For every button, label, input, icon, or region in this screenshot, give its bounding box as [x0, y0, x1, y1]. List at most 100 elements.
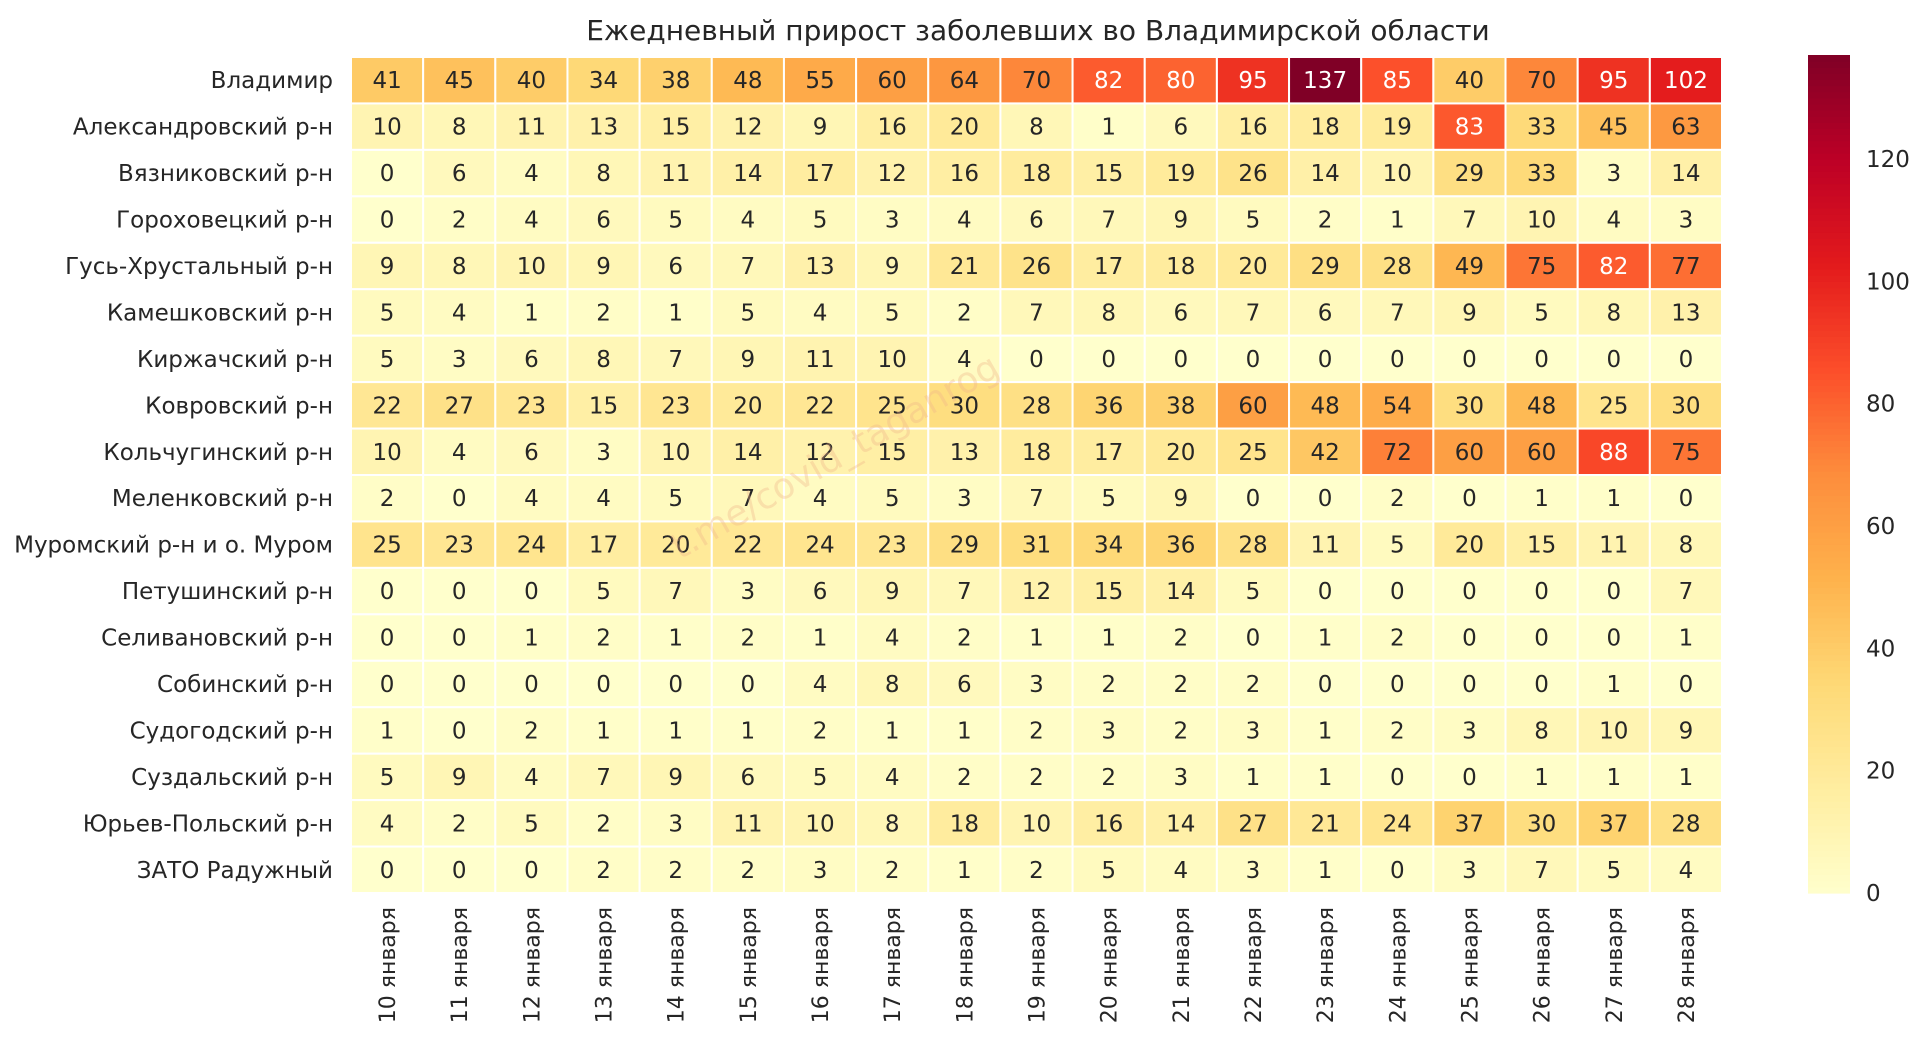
heatmap-cell: [1215, 381, 1291, 430]
cell-value-label: 7: [1462, 208, 1477, 234]
cell-value-label: 1: [957, 718, 972, 744]
cell-value-label: 13: [950, 440, 979, 466]
colorbar-segment: [1808, 342, 1850, 350]
cell-value-label: 7: [596, 765, 611, 791]
heatmap-cell: [999, 148, 1074, 198]
heatmap-cell: [566, 195, 641, 244]
cell-value-label: 4: [1606, 208, 1621, 234]
cell-value-label: 48: [733, 68, 762, 94]
cell-value-label: 2: [741, 858, 756, 884]
colorbar-segment: [1808, 140, 1850, 148]
cell-value-label: 13: [589, 115, 618, 141]
cell-value-label: 3: [813, 858, 828, 884]
heatmap-cell: [494, 381, 569, 430]
heatmap-cell: [1576, 613, 1651, 662]
colorbar-segment: [1808, 532, 1850, 539]
cell-value-label: 1: [1606, 672, 1621, 698]
cell-value-label: 30: [1671, 393, 1700, 419]
heatmap-cell: [999, 427, 1074, 476]
cell-value-label: 40: [517, 68, 546, 94]
cell-value-label: 8: [452, 115, 467, 141]
cell-value-label: 5: [668, 486, 683, 512]
row-label: Владимир: [211, 68, 333, 94]
colorbar-segment: [1808, 678, 1850, 686]
cell-value-label: 10: [372, 440, 401, 466]
heatmap-cell: [1071, 706, 1146, 755]
colorbar-segment: [1808, 574, 1850, 582]
cell-value-label: 12: [805, 440, 834, 466]
cell-value-label: 1: [1606, 486, 1621, 512]
heatmap-cell: [638, 799, 713, 848]
colorbar-segment: [1808, 220, 1850, 227]
cell-value-label: 21: [1310, 811, 1339, 837]
colorbar-segment: [1808, 97, 1850, 105]
colorbar-segment: [1808, 464, 1850, 472]
row-label: Собинский р-н: [157, 672, 333, 698]
cell-value-label: 11: [1599, 533, 1628, 559]
cell-value-label: 4: [813, 486, 828, 512]
colorbar-segment: [1808, 171, 1850, 178]
row-label: Вязниковский р-н: [118, 161, 333, 187]
colorbar-segment: [1808, 152, 1850, 160]
colorbar-segment: [1808, 764, 1850, 772]
cell-value-label: 37: [1455, 811, 1484, 837]
heatmap-cell: [422, 659, 497, 709]
cell-value-label: 10: [372, 115, 401, 141]
cell-value-label: 3: [452, 347, 467, 373]
cell-value-label: 0: [1390, 765, 1405, 791]
heatmap-cell: [710, 706, 785, 755]
heatmap-cell: [1504, 288, 1579, 337]
colorbar-segment: [1808, 244, 1850, 252]
cell-value-label: 1: [1390, 208, 1405, 234]
cell-value-label: 137: [1303, 68, 1347, 94]
colorbar-segment: [1808, 183, 1850, 191]
heatmap-cell: [999, 520, 1074, 569]
heatmap-cell: [350, 566, 425, 616]
cell-value-label: 2: [1029, 718, 1044, 744]
colorbar-segment: [1808, 440, 1850, 448]
row-label: Селивановский р-н: [101, 626, 333, 652]
cell-value-label: 4: [813, 672, 828, 698]
colorbar-segment: [1808, 782, 1850, 790]
heatmap-cell: [638, 659, 713, 709]
cell-value-label: 10: [1527, 208, 1556, 234]
cell-value-label: 3: [1462, 858, 1477, 884]
heatmap-cell: [855, 56, 930, 105]
cell-value-label: 4: [741, 208, 756, 234]
colorbar-segment: [1808, 752, 1850, 760]
cell-value-label: 60: [1527, 440, 1556, 466]
colorbar-segment: [1808, 629, 1850, 637]
cell-value-label: 11: [1310, 533, 1339, 559]
heatmap-cell: [566, 845, 641, 894]
cell-value-label: 8: [596, 347, 611, 373]
heatmap-cell: [638, 752, 713, 802]
heatmap-cell: [1504, 56, 1579, 105]
cell-value-label: 0: [452, 626, 467, 652]
colorbar-segment: [1808, 844, 1850, 851]
heatmap-cell: [350, 381, 425, 430]
cell-value-label: 5: [380, 765, 395, 791]
cell-value-label: 15: [1094, 579, 1123, 605]
cell-value-label: 26: [1022, 254, 1051, 280]
colorbar-tick-label: 100: [1866, 269, 1910, 295]
heatmap-cell: [1215, 427, 1291, 476]
heatmap-cell: [350, 520, 425, 569]
cell-value-label: 4: [452, 440, 467, 466]
heatmap-cell: [494, 566, 569, 616]
cell-value-label: 2: [1390, 626, 1405, 652]
heatmap-cell: [1432, 427, 1507, 476]
heatmap-cell: [1071, 520, 1146, 569]
cell-value-label: 30: [1527, 811, 1556, 837]
cell-value-label: 0: [1534, 672, 1549, 698]
heatmap-cell: [999, 56, 1074, 105]
heatmap-cell: [1360, 706, 1435, 755]
cell-value-label: 0: [596, 672, 611, 698]
cell-value-label: 4: [596, 486, 611, 512]
cell-value-label: 15: [1527, 533, 1556, 559]
heatmap-cell: [350, 474, 425, 523]
colorbar-segment: [1808, 428, 1850, 435]
cell-value-label: 5: [813, 765, 828, 791]
cell-value-label: 80: [1166, 68, 1195, 94]
column-label: 13 января: [593, 907, 618, 1023]
cell-value-label: 0: [1029, 347, 1044, 373]
